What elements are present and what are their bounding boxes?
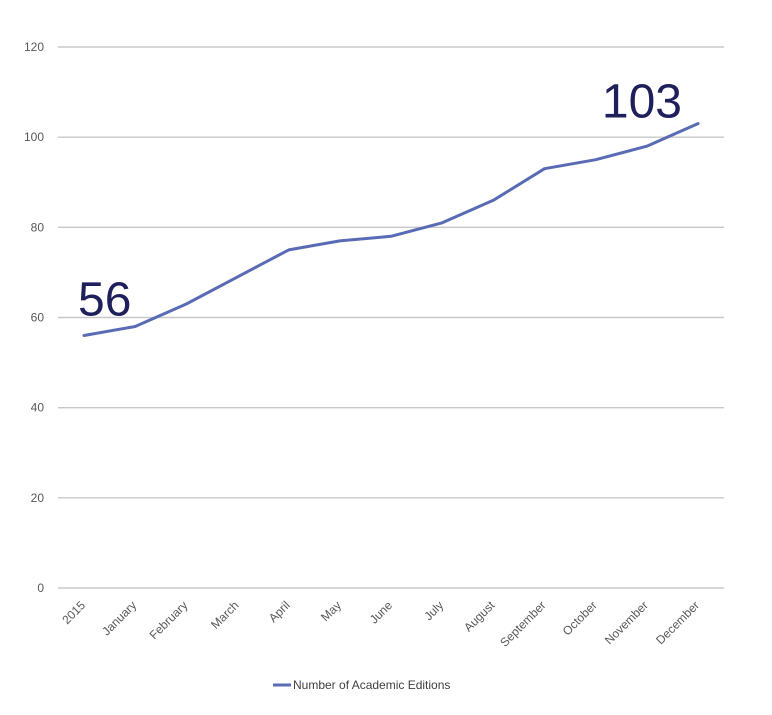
annotations: 56 103 — [78, 76, 682, 327]
data-point — [645, 144, 649, 148]
value-callout: 56 — [78, 274, 131, 327]
x-tick-label: March — [208, 598, 241, 631]
y-tick-label: 80 — [31, 220, 45, 234]
gridlines — [58, 46, 724, 589]
x-tick-label: November — [602, 598, 651, 647]
y-tick-label: 20 — [31, 491, 45, 505]
data-point — [287, 248, 291, 252]
legend: Number of Academic Editions — [273, 678, 450, 692]
data-point — [594, 158, 598, 162]
data-point — [184, 302, 188, 306]
legend-label: Number of Academic Editions — [293, 678, 450, 692]
y-axis-ticks: 0 20 40 60 80 100 120 — [24, 40, 44, 595]
y-tick-label: 120 — [24, 40, 44, 54]
x-tick-label: January — [99, 598, 139, 638]
x-axis-ticks: 2015 January February March April May June July… — [59, 598, 702, 650]
y-tick-label: 40 — [31, 401, 45, 415]
data-point — [236, 275, 240, 279]
x-tick-label: July — [421, 598, 446, 623]
data-point — [82, 334, 86, 338]
x-tick-label: February — [147, 598, 191, 642]
y-tick-label: 100 — [24, 130, 44, 144]
data-point — [389, 234, 393, 238]
x-tick-label: 2015 — [59, 598, 88, 627]
data-point — [491, 198, 495, 202]
data-point — [696, 122, 700, 126]
value-callout: 103 — [602, 76, 682, 129]
x-tick-label: August — [461, 598, 498, 635]
x-tick-label: June — [367, 598, 396, 627]
x-tick-label: October — [560, 598, 600, 638]
data-point — [440, 221, 444, 225]
x-tick-label: April — [266, 598, 293, 625]
series-line — [82, 122, 700, 337]
y-tick-label: 60 — [31, 311, 45, 325]
y-tick-label: 0 — [37, 581, 44, 595]
data-point — [338, 239, 342, 243]
series-layer — [82, 122, 700, 338]
x-tick-label: December — [653, 598, 702, 647]
x-tick-label: May — [318, 598, 344, 624]
data-point — [543, 167, 547, 171]
x-tick-label: September — [497, 598, 548, 649]
data-point — [133, 325, 137, 329]
